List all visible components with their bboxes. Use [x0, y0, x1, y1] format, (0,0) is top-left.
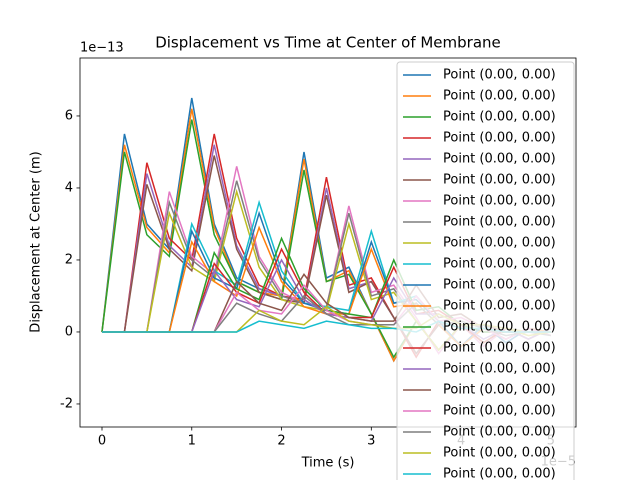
y-tick-label: -2 — [60, 396, 73, 411]
legend-label: Point (0.00, 0.00) — [443, 362, 556, 377]
legend: Point (0.00, 0.00) Point (0.00, 0.00) Poin… — [396, 61, 575, 480]
legend-label: Point (0.00, 0.00) — [443, 236, 556, 251]
legend-label: Point (0.00, 0.00) — [443, 215, 556, 230]
legend-label: Point (0.00, 0.00) — [443, 404, 556, 419]
chart-title: Displacement vs Time at Center of Membra… — [155, 34, 501, 52]
legend-label: Point (0.00, 0.00) — [443, 320, 556, 335]
legend-label: Point (0.00, 0.00) — [443, 173, 556, 188]
axes-frame — [79, 57, 577, 428]
legend-label: Point (0.00, 0.00) — [443, 446, 556, 461]
legend-label: Point (0.00, 0.00) — [443, 341, 556, 356]
legend-box — [396, 61, 575, 480]
legend-label: Point (0.00, 0.00) — [443, 299, 556, 314]
legend-label: Point (0.00, 0.00) — [443, 110, 556, 125]
legend-label: Point (0.00, 0.00) — [443, 467, 556, 480]
y-offset-label: 1e−13 — [80, 41, 124, 56]
legend-label: Point (0.00, 0.00) — [443, 278, 556, 293]
legend-label: Point (0.00, 0.00) — [443, 257, 556, 272]
x-tick-label: 1 — [188, 434, 196, 449]
legend-label: Point (0.00, 0.00) — [443, 68, 556, 83]
legend-label: Point (0.00, 0.00) — [443, 89, 556, 104]
legend-label: Point (0.00, 0.00) — [443, 194, 556, 209]
legend-label: Point (0.00, 0.00) — [443, 152, 556, 167]
x-tick-label: 2 — [277, 434, 285, 449]
y-tick-label: 6 — [65, 108, 73, 123]
legend-label: Point (0.00, 0.00) — [443, 131, 556, 146]
y-tick-label: 4 — [65, 180, 73, 195]
y-axis-label: Displacement at Center (m) — [29, 151, 44, 332]
x-tick-label: 0 — [98, 434, 106, 449]
y-tick-label: 2 — [65, 252, 73, 267]
y-tick-label: 0 — [65, 324, 73, 339]
legend-label: Point (0.00, 0.00) — [443, 425, 556, 440]
legend-label: Point (0.00, 0.00) — [443, 383, 556, 398]
x-axis-label: Time (s) — [301, 456, 355, 471]
x-tick-label: 3 — [367, 434, 375, 449]
